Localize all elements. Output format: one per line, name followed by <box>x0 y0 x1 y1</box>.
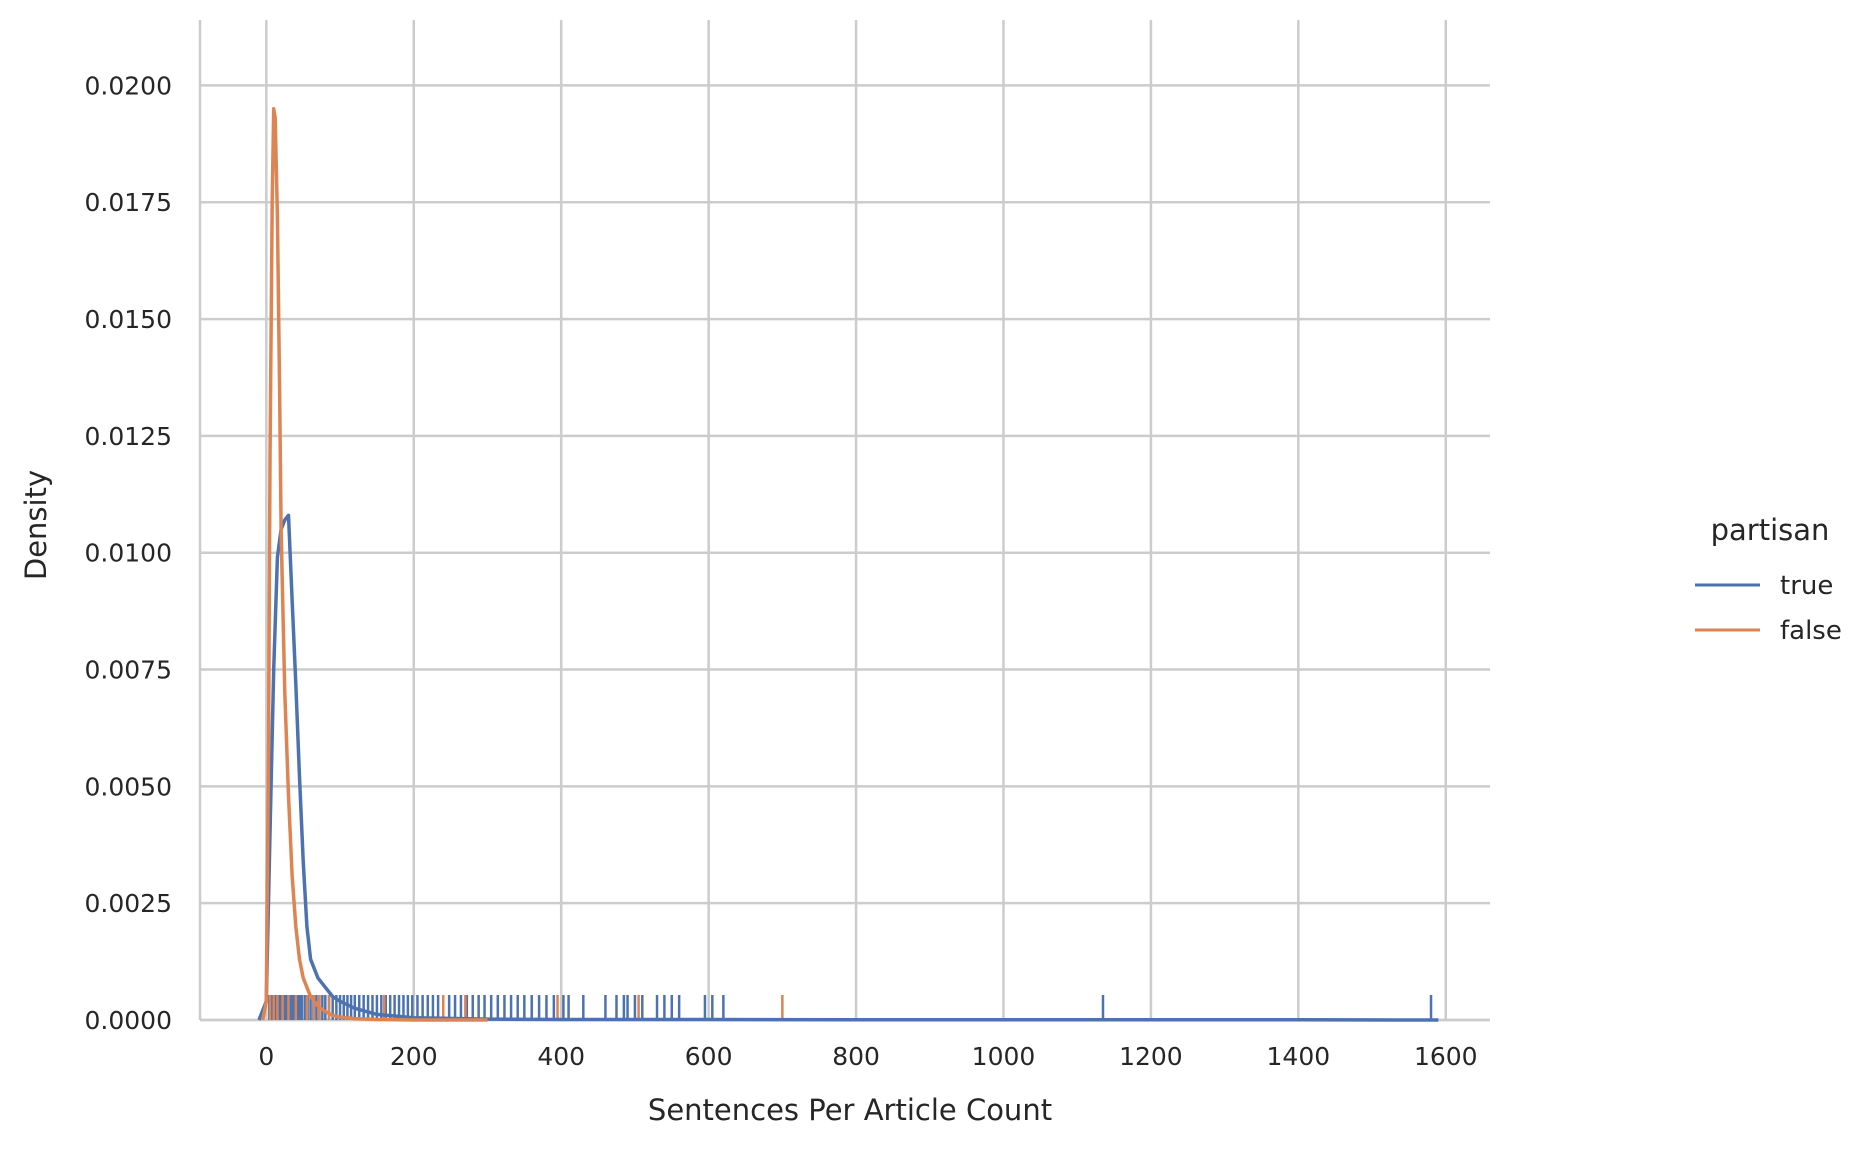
density-line-true <box>257 513 1439 1022</box>
y-tick-label: 0.0075 <box>85 656 172 685</box>
x-tick-label: 1400 <box>1267 1042 1331 1071</box>
y-tick-label: 0.0025 <box>85 889 172 918</box>
y-tick-label: 0.0000 <box>85 1006 172 1035</box>
x-tick-label: 400 <box>537 1042 585 1071</box>
y-tick-label: 0.0125 <box>85 422 172 451</box>
x-tick-label: 200 <box>390 1042 438 1071</box>
axes <box>198 20 1490 1022</box>
legend-title: partisan <box>1711 513 1830 547</box>
rug-marks <box>268 995 1433 1020</box>
density-line-false <box>260 107 488 1022</box>
x-tick-label: 1200 <box>1119 1042 1183 1071</box>
y-tick-label: 0.0150 <box>85 305 172 334</box>
x-tick-label: 1000 <box>972 1042 1036 1071</box>
y-tick-labels: 0.0000 0.0025 0.0050 0.0075 0.0100 0.0125 0.01… <box>85 71 172 1035</box>
y-tick-label: 0.0200 <box>85 71 172 100</box>
y-tick-label: 0.0100 <box>85 539 172 568</box>
x-tick-labels: 0 200 400 600 800 1000 1200 1400 1600 <box>258 1042 1477 1071</box>
y-tick-label: 0.0175 <box>85 188 172 217</box>
x-tick-label: 1600 <box>1414 1042 1478 1071</box>
x-axis-label: Sentences Per Article Count <box>648 1093 1052 1127</box>
legend: partisan true false <box>1695 513 1842 646</box>
y-tick-label: 0.0050 <box>85 772 172 801</box>
x-tick-label: 600 <box>685 1042 733 1071</box>
legend-label-true: true <box>1780 571 1833 601</box>
x-tick-label: 0 <box>258 1042 274 1071</box>
y-axis-label: Density <box>19 470 53 580</box>
x-tick-label: 800 <box>832 1042 880 1071</box>
legend-label-false: false <box>1780 616 1842 646</box>
density-curves <box>257 107 1439 1022</box>
grid <box>200 20 1490 1022</box>
